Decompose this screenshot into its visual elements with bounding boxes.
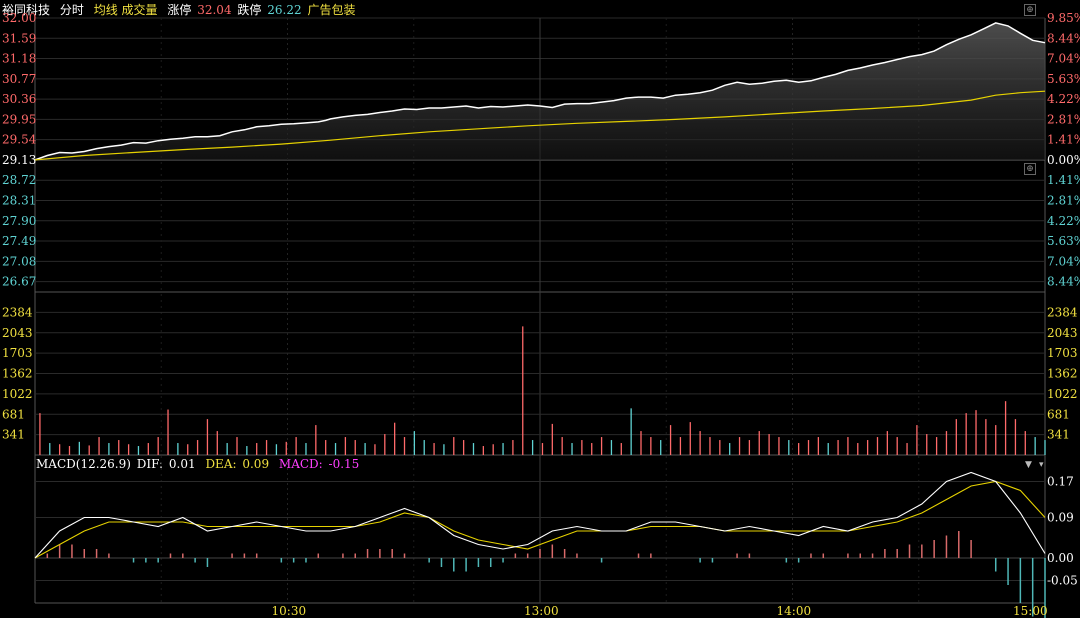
macd-tick-label: 0.00 — [1047, 551, 1074, 565]
pct-tick-label: 1.41% — [1047, 133, 1080, 147]
macd-tick-label: -0.05 — [1047, 574, 1078, 588]
dea-line — [34, 480, 1046, 559]
volume-tick-label: 2384 — [2, 305, 33, 319]
volume-tick-label: 1022 — [1047, 387, 1078, 401]
volume-tick-label: 2384 — [1047, 305, 1078, 319]
volume-tick-label: 681 — [2, 407, 25, 421]
tab-minute[interactable]: 分时 — [59, 3, 84, 17]
dea-value: 0.09 — [242, 457, 270, 471]
expand-icon[interactable]: ⊕ — [1024, 163, 1036, 175]
limit-up-value: 32.04 — [197, 3, 232, 17]
price-tick-label: 30.36 — [2, 92, 36, 106]
price-tick-label: 27.08 — [2, 254, 36, 268]
macd-legend: MACD(12.26.9) DIF: 0.01 DEA: 0.09 MACD: … — [36, 456, 365, 472]
volume-tick-label: 2043 — [2, 326, 33, 340]
pct-tick-label: 4.22% — [1047, 214, 1080, 228]
volume-tick-label: 1703 — [2, 346, 33, 360]
avg-price-line — [34, 90, 1046, 161]
volume-tick-label: 1703 — [1047, 346, 1078, 360]
sector-label: 广告包装 — [307, 3, 356, 17]
macd-tick-label: 0.09 — [1047, 511, 1074, 525]
price-tick-label: 28.31 — [2, 194, 36, 208]
volume-tick-label: 681 — [1047, 407, 1070, 421]
pct-tick-label: 2.81% — [1047, 194, 1080, 208]
macd-value: -0.15 — [328, 457, 360, 471]
pct-tick-label: 0.00% — [1047, 153, 1080, 167]
pct-tick-label: 4.22% — [1047, 92, 1080, 106]
price-tick-label: 29.95 — [2, 112, 36, 126]
pct-tick-label: 9.85% — [1047, 11, 1080, 25]
macd-title: MACD(12.26.9) — [36, 457, 131, 471]
price-tick-label: 29.54 — [2, 133, 37, 147]
volume-tick-label: 1362 — [1047, 367, 1078, 381]
volume-tick-label: 1022 — [2, 387, 33, 401]
price-tick-label: 28.72 — [2, 173, 36, 187]
pct-tick-label: 7.04% — [1047, 52, 1080, 66]
price-tick-label: 29.13 — [2, 153, 36, 167]
time-tick-label: 10:30 — [272, 604, 307, 618]
stock-name: 裕同科技 — [2, 3, 51, 17]
dea-label: DEA: — [205, 457, 237, 471]
volume-tick-label: 2043 — [1047, 326, 1078, 340]
price-tick-label: 27.90 — [2, 214, 36, 228]
chart-header: 裕同科技 分时 均线 成交量 涨停 32.04 跌停 26.22 广告包装 — [2, 2, 361, 18]
time-tick-label: 15:00 — [1013, 604, 1048, 618]
dif-line — [34, 471, 1046, 559]
price-tick-label: 31.18 — [2, 52, 36, 66]
price-tick-label: 31.59 — [2, 31, 36, 45]
scroll-down-icon[interactable]: ▼ — [1025, 460, 1032, 470]
volume-tick-label: 1362 — [2, 367, 33, 381]
pct-tick-label: 2.81% — [1047, 112, 1080, 126]
price-tick-label: 32.00 — [2, 11, 36, 25]
volume-tick-label: 341 — [2, 428, 25, 442]
volume-tick-label: 341 — [1047, 428, 1070, 442]
price-tick-label: 30.77 — [2, 72, 36, 86]
pct-tick-label: 5.63% — [1047, 72, 1080, 86]
dif-label: DIF: — [136, 457, 164, 471]
expand-icon[interactable]: ⊕ — [1024, 4, 1036, 16]
limit-up-label: 涨停 — [167, 3, 192, 17]
scroll-down-icon[interactable]: ▾ — [1039, 460, 1044, 470]
pct-tick-label: 1.41% — [1047, 173, 1080, 187]
time-tick-label: 13:00 — [524, 604, 559, 618]
pct-tick-label: 8.44% — [1047, 275, 1080, 289]
pct-tick-label: 5.63% — [1047, 234, 1080, 248]
price-line — [34, 22, 1046, 161]
price-tick-label: 27.49 — [2, 234, 36, 248]
price-tick-label: 26.67 — [2, 275, 36, 289]
dif-value: 0.01 — [168, 457, 196, 471]
time-tick-label: 14:00 — [777, 604, 812, 618]
pct-tick-label: 7.04% — [1047, 254, 1080, 268]
limit-down-label: 跌停 — [237, 3, 262, 17]
macd-label: MACD: — [278, 457, 323, 471]
tab-avg-line[interactable]: 均线 — [93, 3, 118, 17]
tab-volume[interactable]: 成交量 — [121, 3, 158, 17]
pct-tick-label: 8.44% — [1047, 31, 1080, 45]
limit-down-value: 26.22 — [267, 3, 302, 17]
price-area-fill — [35, 22, 1045, 160]
macd-tick-label: 0.17 — [1047, 475, 1074, 489]
